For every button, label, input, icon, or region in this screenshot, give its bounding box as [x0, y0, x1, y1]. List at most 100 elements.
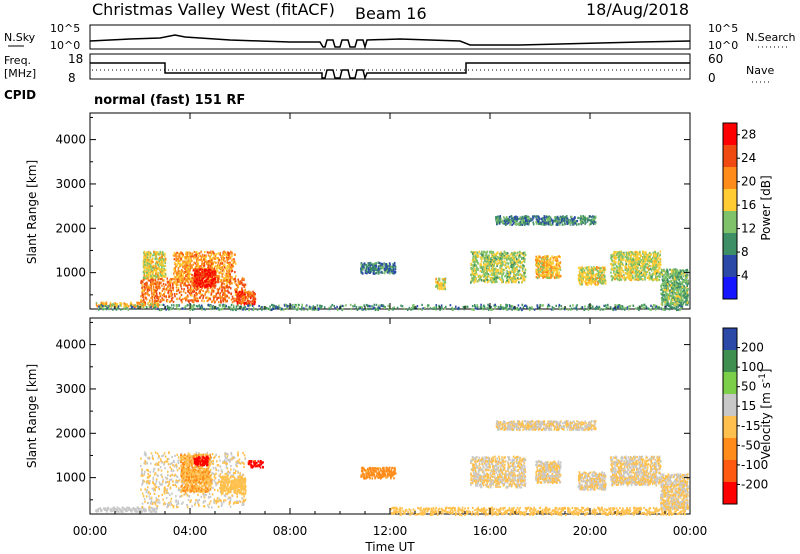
power-cell [594, 267, 597, 271]
power-cell [252, 300, 254, 303]
power-cell [232, 306, 235, 309]
power-cell [205, 269, 207, 272]
power-cell [159, 273, 162, 276]
power-cell [151, 269, 154, 272]
power-cell [230, 298, 233, 301]
power-cell [269, 308, 272, 311]
power-cell [120, 304, 123, 307]
power-cell [545, 257, 547, 260]
power-cell [293, 306, 296, 309]
power-cell [223, 292, 225, 295]
power-cell [212, 290, 214, 293]
power-cell [201, 271, 204, 274]
power-cell [391, 271, 394, 274]
power-cell [210, 283, 213, 286]
power-cell [206, 272, 209, 275]
power-cell [185, 273, 187, 276]
power-cell [500, 251, 502, 254]
power-cell [109, 303, 112, 306]
power-cell [222, 300, 224, 303]
power-cell [190, 259, 193, 262]
power-cell [470, 280, 473, 283]
power-cell [252, 295, 254, 298]
power-cell [200, 258, 202, 261]
power-cell [217, 252, 220, 255]
power-cell [216, 297, 219, 300]
power-cell [151, 303, 153, 306]
power-cell [486, 278, 488, 281]
power-cell [173, 251, 176, 254]
power-cell [150, 305, 152, 309]
power-cell [238, 282, 241, 285]
power-cell [618, 250, 621, 254]
power-cell [142, 271, 145, 274]
power-cell [143, 274, 145, 277]
power-cell [260, 306, 262, 309]
power-cell [476, 273, 478, 276]
power-cell [639, 276, 642, 279]
power-cell [252, 301, 254, 304]
power-cell [264, 308, 266, 311]
power-cell [490, 308, 492, 311]
power-cell [557, 267, 559, 270]
power-cell [597, 266, 600, 269]
power-cell [151, 270, 154, 274]
power-cell [217, 288, 220, 291]
power-cell [471, 308, 473, 311]
power-cell [374, 308, 377, 312]
power-cell [556, 274, 559, 277]
power-cell [190, 285, 192, 288]
power-cell [392, 270, 395, 273]
power-cell [551, 255, 553, 258]
power-cell [303, 308, 305, 311]
power-cell [515, 279, 518, 282]
power-cell [590, 276, 592, 279]
power-cell [280, 308, 282, 312]
power-cell [470, 267, 472, 270]
power-cell [501, 263, 504, 266]
power-cell [521, 308, 523, 312]
power-cell [393, 261, 396, 265]
power-cell [379, 268, 381, 271]
power-cell [603, 269, 605, 272]
power-cell [162, 269, 165, 272]
power-cell [202, 266, 204, 270]
power-cell [522, 259, 525, 262]
power-cell [499, 255, 501, 258]
power-cell [157, 257, 160, 261]
power-cell [365, 270, 368, 273]
power-cell [386, 265, 388, 268]
power-cell [156, 257, 158, 260]
power-cell [157, 278, 160, 281]
power-cell [369, 264, 371, 267]
power-cell [369, 305, 371, 308]
power-cell [178, 253, 181, 256]
power-cell [444, 278, 446, 281]
power-cell [651, 267, 654, 270]
power-cell [233, 278, 235, 281]
power-cell [505, 266, 507, 270]
power-cell [522, 252, 525, 255]
power-cell [197, 262, 199, 265]
power-cell [142, 276, 145, 279]
power-cell [471, 276, 473, 279]
power-cell [341, 308, 344, 311]
power-cell [207, 260, 209, 263]
power-cell [643, 267, 646, 270]
power-cell [207, 270, 210, 273]
power-cell [156, 296, 158, 299]
power-cell [140, 304, 142, 307]
power-cell [473, 281, 475, 284]
power-cell [185, 263, 187, 266]
power-cell [194, 265, 197, 268]
power-cell [493, 269, 495, 272]
power-cell [161, 254, 163, 257]
power-cell [491, 269, 494, 272]
power-cell [514, 275, 517, 278]
power-cell [517, 304, 520, 307]
power-cell [130, 304, 132, 307]
power-cell [178, 304, 180, 307]
power-cell [617, 305, 619, 308]
power-cell [523, 276, 525, 279]
power-cell [196, 305, 199, 308]
